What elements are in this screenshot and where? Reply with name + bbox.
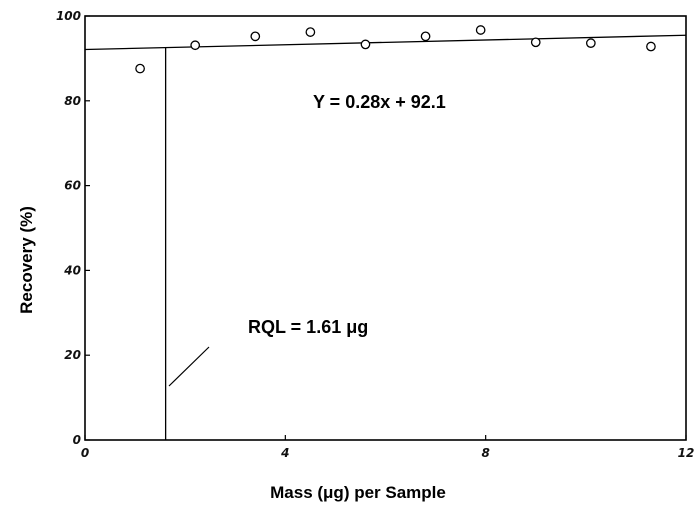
- y-axis-title: Recovery (%): [17, 206, 36, 314]
- x-tick-label: 12: [678, 446, 695, 460]
- rql-label: RQL = 1.61 μg: [248, 317, 368, 337]
- y-tick-label: 20: [64, 348, 81, 362]
- rql-pointer-line: [168, 346, 210, 387]
- plot-frame: [84, 15, 687, 441]
- x-tick-label: 4: [280, 446, 289, 460]
- data-point: [646, 41, 656, 52]
- axis-tick-labels: 0 4 8 12 0 20 40 60 80 100: [56, 9, 694, 460]
- data-point: [135, 63, 145, 74]
- y-tick-label: 80: [64, 94, 81, 108]
- data-point: [475, 25, 486, 35]
- data-point: [360, 39, 371, 50]
- data-points: [135, 25, 656, 74]
- axis-ticks: [84, 15, 687, 441]
- data-point: [585, 38, 596, 48]
- data-point: [305, 27, 316, 37]
- y-tick-label: 40: [63, 263, 81, 277]
- x-tick-label: 8: [481, 446, 489, 460]
- y-tick-label: 60: [64, 179, 81, 193]
- x-tick-label: 0: [81, 446, 89, 460]
- data-point: [530, 37, 541, 48]
- x-axis-title: Mass (μg) per Sample: [270, 483, 446, 502]
- data-point: [420, 31, 431, 42]
- regression-line: [84, 34, 687, 51]
- y-tick-label: 0: [73, 433, 81, 447]
- data-point: [190, 40, 201, 51]
- y-tick-label: 100: [56, 9, 81, 23]
- plot-border: [84, 15, 687, 441]
- equation-label: Y = 0.28x + 92.1: [313, 92, 446, 112]
- data-point: [250, 31, 261, 42]
